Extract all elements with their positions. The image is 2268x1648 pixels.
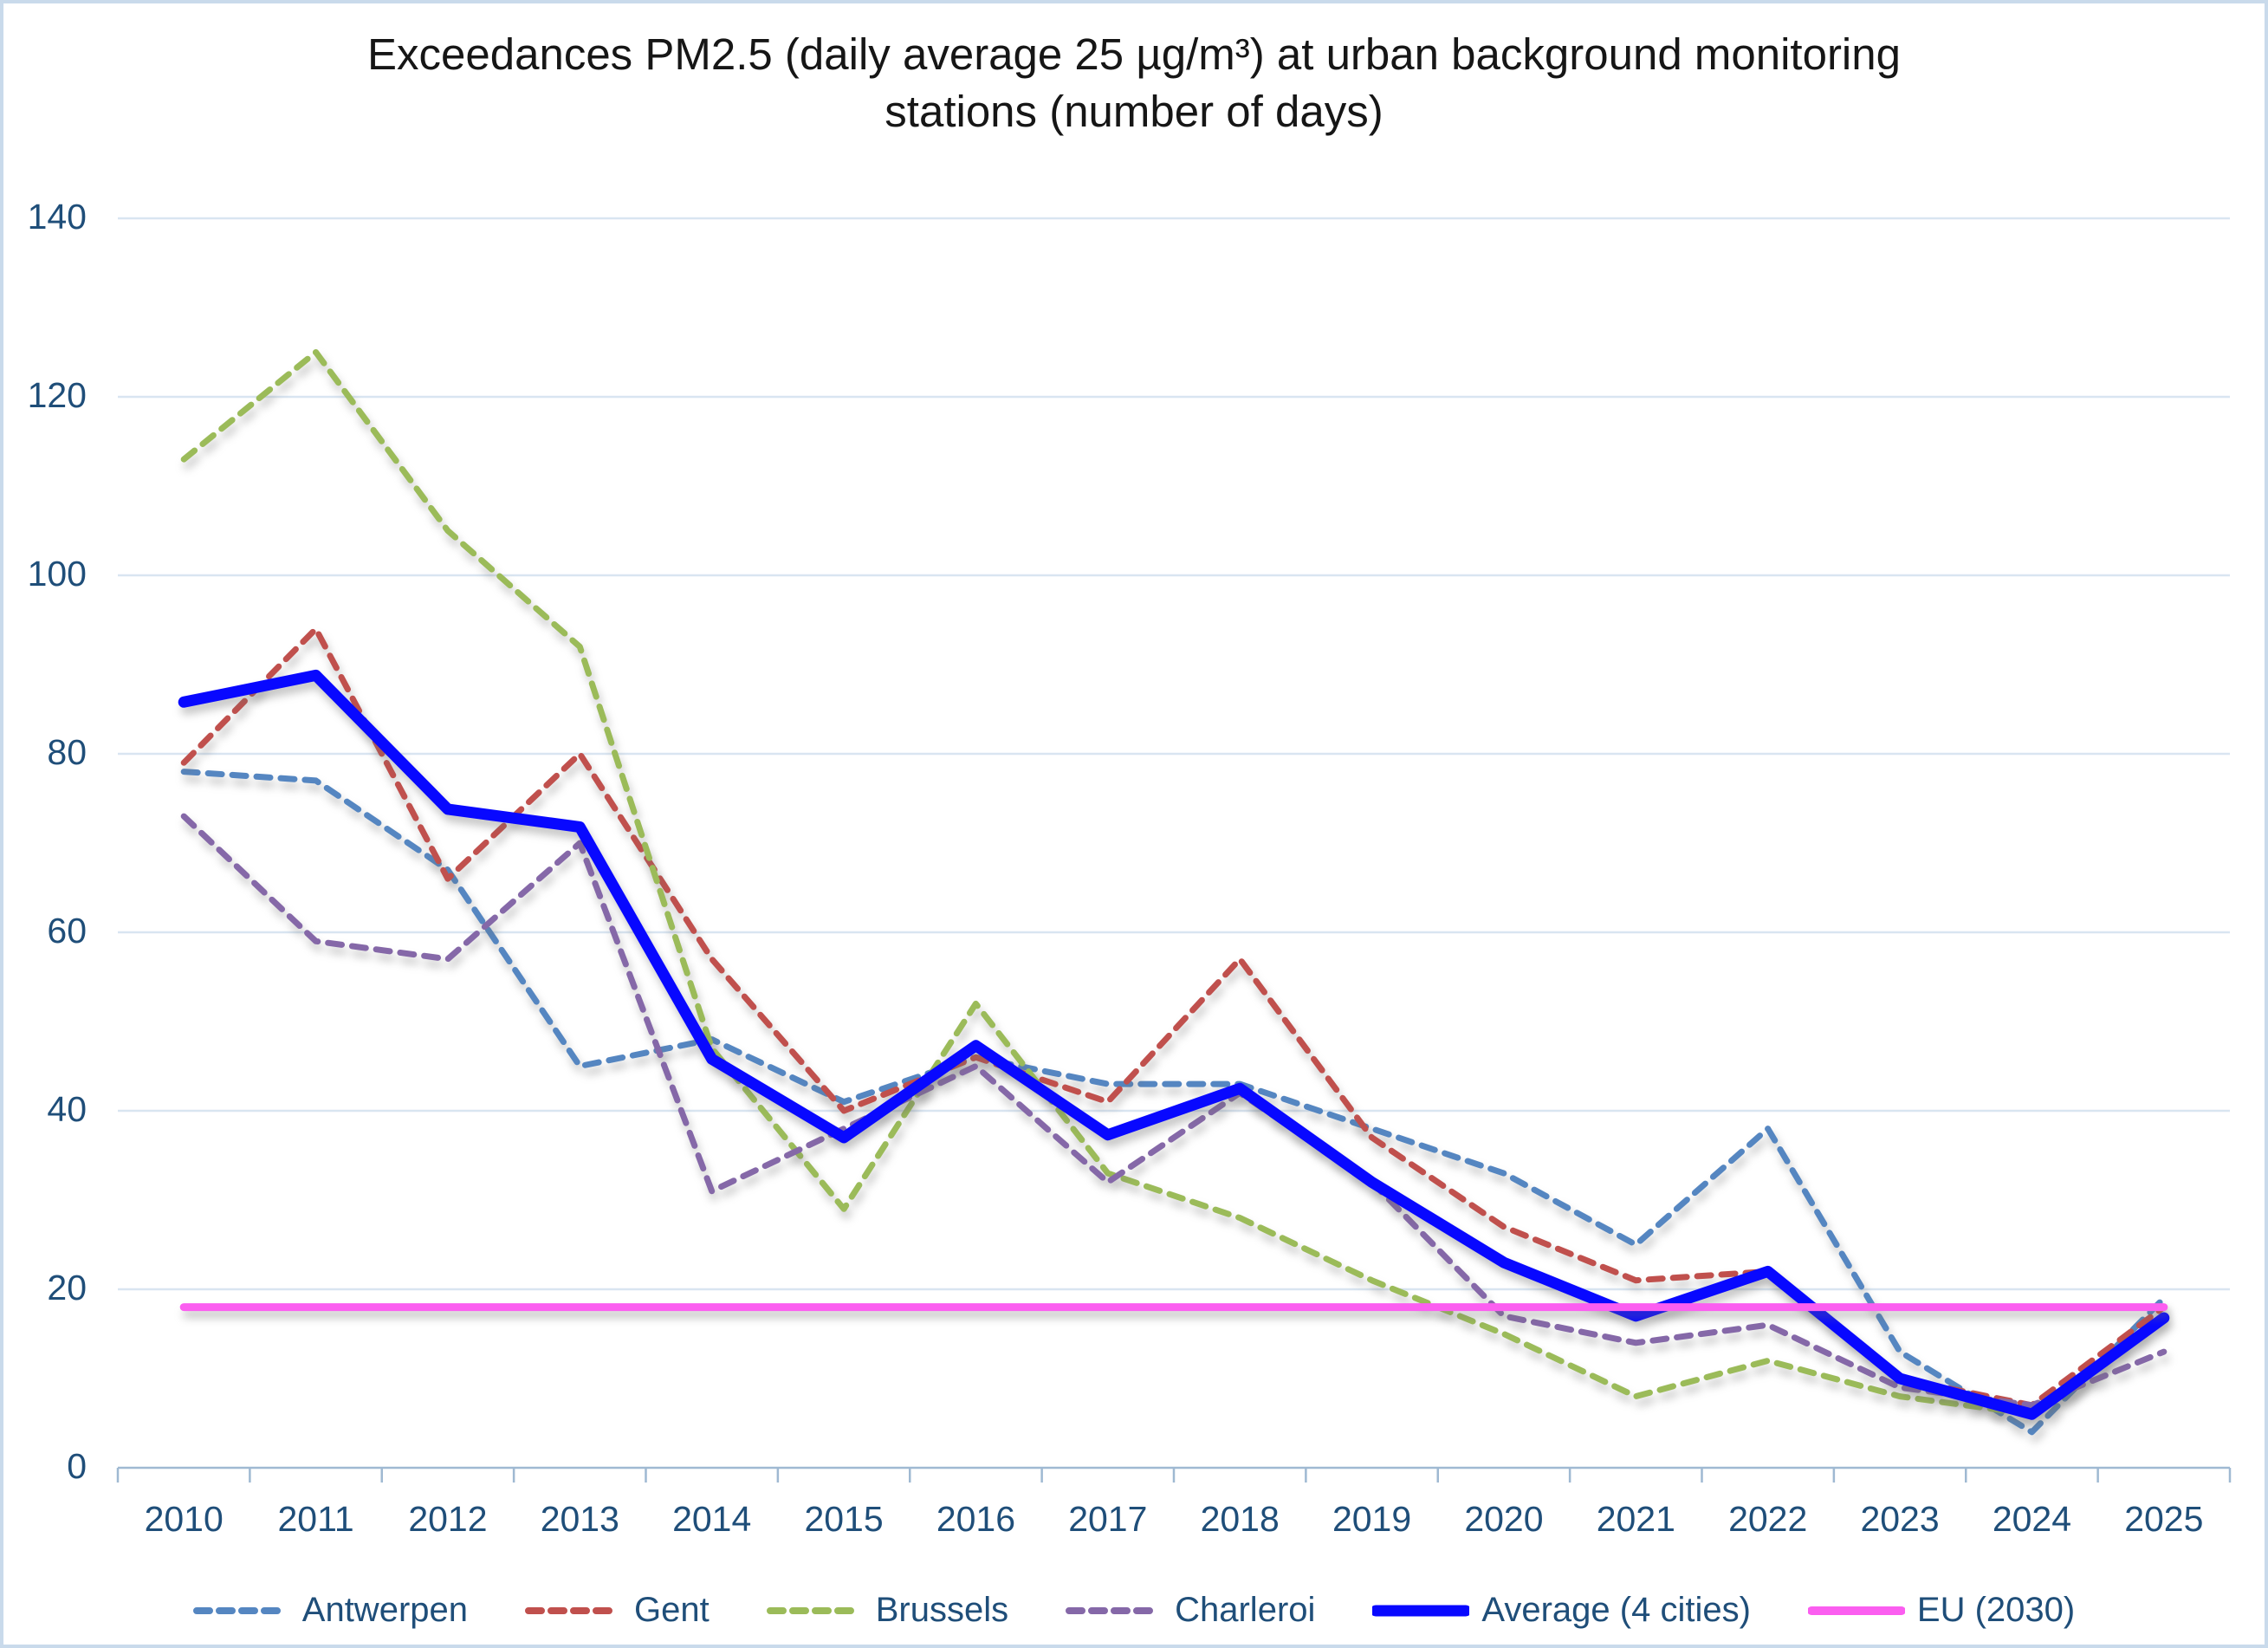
y-axis-label-40: 40	[47, 1089, 87, 1129]
legend-swatch-brussels	[766, 1606, 864, 1614]
legend-item-gent: Gent	[525, 1591, 710, 1630]
x-axis-label-2024: 2024	[1992, 1499, 2072, 1539]
x-axis-label-2011: 2011	[277, 1499, 354, 1539]
legend-label-gent: Gent	[634, 1591, 710, 1629]
x-axis-label-2013: 2013	[540, 1499, 619, 1539]
x-axis-label-2017: 2017	[1068, 1499, 1148, 1539]
legend-swatch-charleroi	[1066, 1606, 1163, 1614]
series-brussels	[180, 349, 2168, 1418]
y-axis-label-120: 120	[27, 375, 87, 415]
x-axis-label-2020: 2020	[1464, 1499, 1544, 1539]
series-antwerpen	[180, 769, 2168, 1436]
y-axis-label-0: 0	[67, 1446, 87, 1486]
y-axis-label-80: 80	[47, 732, 87, 772]
legend-label-average-4-cities: Average (4 cities)	[1481, 1591, 1751, 1629]
legend-item-eu-2030: EU (2030)	[1807, 1591, 2076, 1630]
legend: Antwerpen Gent Brussels Charleroi Average (4…	[3, 1591, 2265, 1630]
legend-label-brussels: Brussels	[875, 1591, 1009, 1629]
y-axis-label-20: 20	[47, 1268, 87, 1307]
x-axis-label-2018: 2018	[1200, 1499, 1280, 1539]
x-axis-label-2015: 2015	[804, 1499, 884, 1539]
y-axis-label-100: 100	[27, 554, 87, 594]
legend-item-average-4-cities: Average (4 cities)	[1372, 1591, 1751, 1630]
legend-label-antwerpen: Antwerpen	[301, 1591, 468, 1629]
y-axis-label-60: 60	[47, 911, 87, 951]
x-axis-label-2010: 2010	[144, 1499, 224, 1539]
legend-swatch-eu-2030	[1807, 1606, 1905, 1615]
x-axis-label-2025: 2025	[2124, 1499, 2204, 1539]
legend-label-charleroi: Charleroi	[1175, 1591, 1316, 1629]
chart-title: Exceedances PM2.5 (daily average 25 µg/m…	[3, 26, 2265, 140]
chart-title-line2: stations (number of days)	[885, 87, 1383, 136]
legend-label-eu-2030: EU (2030)	[1916, 1591, 2076, 1629]
legend-swatch-antwerpen	[192, 1606, 290, 1614]
plot-area	[116, 217, 2232, 1483]
legend-item-brussels: Brussels	[766, 1591, 1009, 1630]
legend-swatch-gent	[525, 1606, 622, 1614]
legend-item-charleroi: Charleroi	[1066, 1591, 1315, 1630]
x-axis-label-2012: 2012	[408, 1499, 488, 1539]
y-axis-label-140: 140	[27, 197, 87, 237]
x-axis-label-2023: 2023	[1860, 1499, 1940, 1539]
x-axis-label-2014: 2014	[672, 1499, 752, 1539]
chart-title-line1: Exceedances PM2.5 (daily average 25 µg/m…	[366, 29, 1901, 79]
x-axis-label-2019: 2019	[1332, 1499, 1412, 1539]
series-charleroi	[180, 813, 2168, 1409]
legend-swatch-average-4-cities	[1372, 1605, 1470, 1616]
x-axis-label-2022: 2022	[1728, 1499, 1808, 1539]
legend-item-antwerpen: Antwerpen	[192, 1591, 468, 1630]
x-axis-label-2016: 2016	[936, 1499, 1016, 1539]
x-axis-label-2021: 2021	[1596, 1499, 1675, 1539]
series-average-4-cities	[178, 669, 2170, 1420]
